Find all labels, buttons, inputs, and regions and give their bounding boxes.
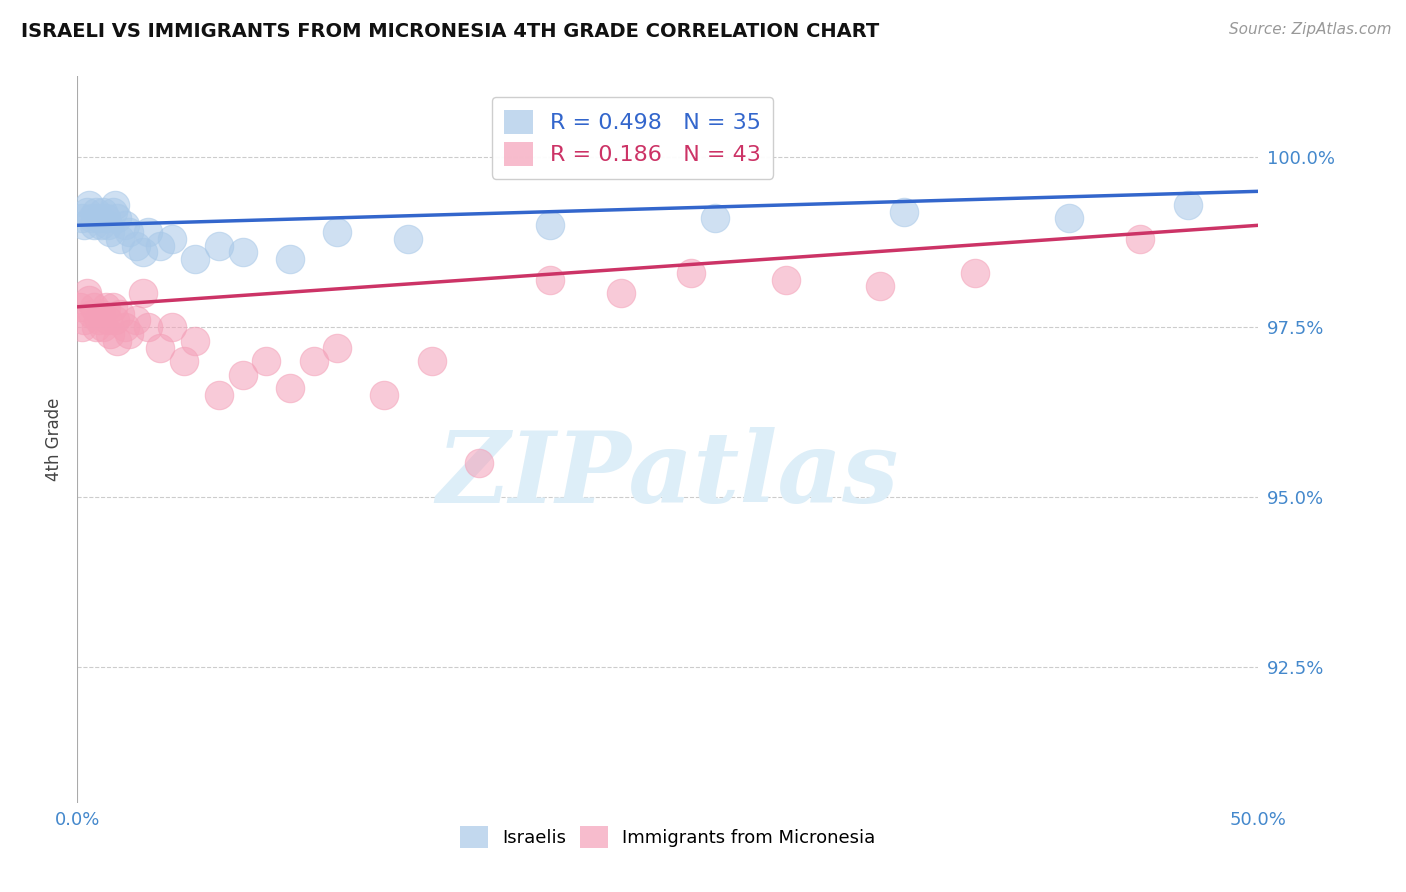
Point xyxy=(254,354,277,368)
Text: ISRAELI VS IMMIGRANTS FROM MICRONESIA 4TH GRADE CORRELATION CHART: ISRAELI VS IMMIGRANTS FROM MICRONESIA 4T… xyxy=(21,22,879,41)
Point xyxy=(1177,198,1199,212)
Point xyxy=(326,225,349,239)
Point xyxy=(76,204,98,219)
Point xyxy=(538,219,561,233)
Point xyxy=(73,313,96,327)
Point xyxy=(149,238,172,252)
Point xyxy=(1129,232,1152,246)
Point xyxy=(232,245,254,260)
Legend: R = 0.498   N = 35, R = 0.186   N = 43: R = 0.498 N = 35, R = 0.186 N = 43 xyxy=(492,97,773,178)
Point xyxy=(69,300,91,314)
Point xyxy=(1059,211,1081,226)
Point xyxy=(114,219,136,233)
Point xyxy=(80,211,103,226)
Point xyxy=(468,456,491,470)
Point xyxy=(107,334,129,348)
Point xyxy=(77,293,100,307)
Point xyxy=(184,252,207,267)
Point xyxy=(208,238,231,252)
Point xyxy=(278,252,301,267)
Point xyxy=(373,388,395,402)
Point xyxy=(90,307,112,321)
Point xyxy=(326,341,349,355)
Point xyxy=(538,273,561,287)
Point xyxy=(84,320,107,334)
Point xyxy=(83,300,105,314)
Point xyxy=(70,320,93,334)
Point xyxy=(97,219,120,233)
Point xyxy=(91,204,114,219)
Point xyxy=(160,320,183,334)
Point xyxy=(681,266,703,280)
Point xyxy=(396,232,419,246)
Point xyxy=(73,219,96,233)
Point xyxy=(108,307,131,321)
Point xyxy=(118,225,141,239)
Point xyxy=(136,320,159,334)
Point xyxy=(104,313,127,327)
Point xyxy=(149,341,172,355)
Point xyxy=(101,300,124,314)
Point xyxy=(97,313,120,327)
Point xyxy=(963,266,986,280)
Point xyxy=(94,211,117,226)
Point xyxy=(108,232,131,246)
Point xyxy=(118,326,141,341)
Point xyxy=(208,388,231,402)
Point xyxy=(84,204,107,219)
Point xyxy=(83,219,105,233)
Point xyxy=(100,326,122,341)
Point xyxy=(278,381,301,395)
Point xyxy=(94,300,117,314)
Point xyxy=(125,238,148,252)
Point xyxy=(184,334,207,348)
Point xyxy=(77,198,100,212)
Point xyxy=(100,225,122,239)
Point xyxy=(232,368,254,382)
Point xyxy=(91,320,114,334)
Point xyxy=(704,211,727,226)
Point xyxy=(101,204,124,219)
Point xyxy=(87,211,110,226)
Point xyxy=(136,225,159,239)
Point xyxy=(125,313,148,327)
Point xyxy=(90,219,112,233)
Point xyxy=(132,286,155,301)
Point xyxy=(869,279,891,293)
Point xyxy=(76,286,98,301)
Point xyxy=(173,354,195,368)
Point xyxy=(420,354,443,368)
Point xyxy=(893,204,915,219)
Point xyxy=(775,273,797,287)
Point xyxy=(160,232,183,246)
Text: ZIPatlas: ZIPatlas xyxy=(437,427,898,524)
Point xyxy=(87,313,110,327)
Point xyxy=(302,354,325,368)
Point xyxy=(132,245,155,260)
Point xyxy=(609,286,631,301)
Point xyxy=(70,211,93,226)
Y-axis label: 4th Grade: 4th Grade xyxy=(45,398,63,481)
Text: Source: ZipAtlas.com: Source: ZipAtlas.com xyxy=(1229,22,1392,37)
Point xyxy=(104,198,127,212)
Point xyxy=(114,320,136,334)
Point xyxy=(80,307,103,321)
Point xyxy=(107,211,129,226)
